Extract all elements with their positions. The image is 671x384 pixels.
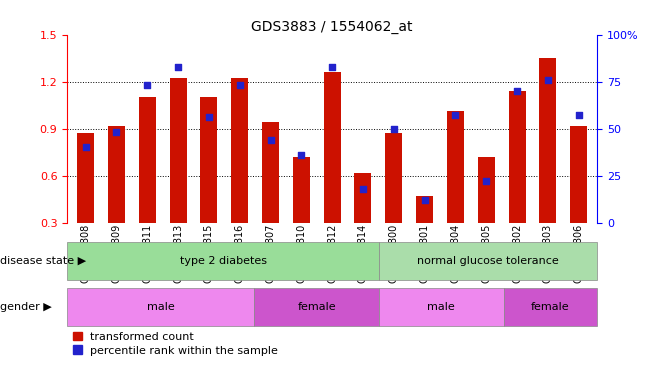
Bar <box>254 288 379 326</box>
Point <box>543 77 554 83</box>
Text: male: male <box>147 302 174 312</box>
Bar <box>385 132 402 223</box>
Bar <box>170 78 187 223</box>
Point <box>142 82 152 88</box>
Bar <box>416 196 433 223</box>
Bar <box>478 157 495 223</box>
Text: normal glucose tolerance: normal glucose tolerance <box>417 256 559 266</box>
Point <box>358 186 368 192</box>
Bar <box>379 242 597 280</box>
Point <box>419 197 430 203</box>
Point <box>573 113 584 119</box>
Bar <box>201 97 217 223</box>
Bar <box>231 78 248 223</box>
Point <box>327 63 338 70</box>
Title: GDS3883 / 1554062_at: GDS3883 / 1554062_at <box>252 20 413 33</box>
Point <box>81 144 91 151</box>
Text: female: female <box>297 302 336 312</box>
Text: male: male <box>427 302 455 312</box>
Bar <box>570 126 587 223</box>
Point <box>172 63 183 70</box>
Text: type 2 diabetes: type 2 diabetes <box>180 256 266 266</box>
Bar <box>262 122 279 223</box>
Point <box>450 113 461 119</box>
Bar <box>108 126 125 223</box>
Bar <box>139 97 156 223</box>
Point <box>111 129 121 136</box>
Text: female: female <box>531 302 570 312</box>
Bar <box>447 111 464 223</box>
Bar <box>67 242 379 280</box>
Bar <box>539 58 556 223</box>
Legend: transformed count, percentile rank within the sample: transformed count, percentile rank withi… <box>72 332 278 356</box>
Text: disease state ▶: disease state ▶ <box>0 256 86 266</box>
Point <box>203 114 214 121</box>
Bar <box>293 157 310 223</box>
Bar <box>77 132 94 223</box>
Bar <box>323 72 341 223</box>
Point <box>234 82 245 88</box>
Bar <box>379 288 504 326</box>
Point <box>296 152 307 158</box>
Bar <box>509 91 525 223</box>
Point <box>512 88 523 94</box>
Point <box>481 178 492 184</box>
Bar <box>67 288 254 326</box>
Bar <box>354 172 372 223</box>
Point <box>265 137 276 143</box>
Bar <box>504 288 597 326</box>
Point <box>389 126 399 132</box>
Text: gender ▶: gender ▶ <box>0 302 52 312</box>
